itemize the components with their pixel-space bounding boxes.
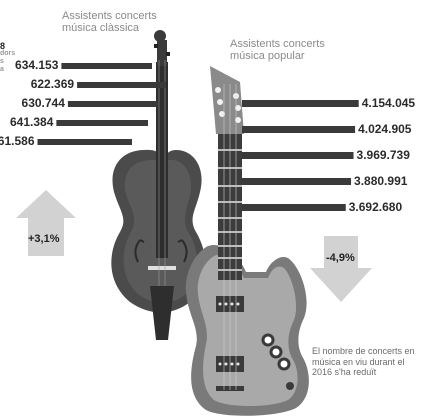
popular-title-line-1: Assistents concerts <box>230 38 325 50</box>
popular-value-label: 3.692.680 <box>348 200 403 214</box>
classical-bar <box>67 101 158 107</box>
arrow-down-icon <box>310 236 372 302</box>
popular-year-label: 2014 <box>256 116 274 125</box>
guitar-illustration <box>185 66 309 416</box>
fragment-line-3: s <box>0 58 4 65</box>
classical-change-label: +3,1% <box>28 233 60 245</box>
popular-value-label: 3.969.739 <box>356 148 410 162</box>
classical-year-label: 2017 <box>104 128 122 137</box>
classical-title-line-1: Assistents concerts <box>62 10 157 22</box>
classical-year-label: 2016 <box>120 109 138 118</box>
classical-value-label: 634.153 <box>15 58 59 72</box>
popular-value-label: 4.024.905 <box>358 122 412 136</box>
popular-year-label: 2017 <box>256 194 274 203</box>
classical-value-label: 630.744 <box>21 96 65 110</box>
popular-bar <box>242 204 346 211</box>
popular-bar <box>242 178 352 185</box>
violin-illustration <box>111 30 206 340</box>
bar-layer <box>37 63 359 211</box>
popular-bar <box>242 100 359 107</box>
classical-year-label: 2015 <box>130 90 148 99</box>
classical-chart-title: Assistents concerts música clàssica <box>62 10 157 34</box>
popular-title-line-2: música popular <box>230 50 305 62</box>
popular-year-label: 2013 <box>256 90 274 99</box>
classical-value-label: 622.369 <box>30 77 75 91</box>
classical-bar <box>56 120 148 126</box>
classical-bar <box>61 63 152 69</box>
footnote: El nombre de concerts en música en viu d… <box>312 346 415 377</box>
popular-year-label: 2015 <box>256 142 274 151</box>
popular-year-label: 2016 <box>256 168 274 177</box>
classical-value-label: 661.586 <box>0 134 35 148</box>
classical-value-label: 641.384 <box>9 115 54 129</box>
fragment-line-2: dors <box>0 50 16 57</box>
popular-bar <box>242 126 356 133</box>
popular-chart-title: Assistents concerts música popular <box>230 38 325 62</box>
popular-bar <box>242 152 354 159</box>
popular-value-label: 4.154.045 <box>361 96 416 110</box>
fragment-line-1: 8 <box>0 41 6 51</box>
fragment-line-4: a <box>0 66 4 73</box>
popular-change-label: -4,9% <box>326 252 355 264</box>
classical-bar <box>77 82 166 88</box>
arrow-up-icon <box>16 190 76 256</box>
left-edge-fragment: 8 dors s a <box>0 42 15 74</box>
classical-title-line-2: música clàssica <box>62 22 140 34</box>
classical-year-label: 2014 <box>138 71 156 80</box>
popular-value-label: 3.880.991 <box>354 174 408 188</box>
classical-bar <box>37 139 132 145</box>
classical-year-label: 2013 <box>124 52 142 61</box>
